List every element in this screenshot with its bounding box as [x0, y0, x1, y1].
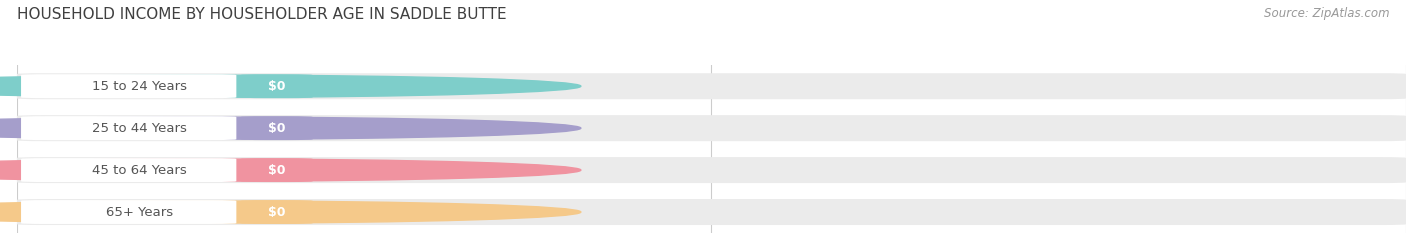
Text: $0: $0 [269, 80, 285, 93]
FancyBboxPatch shape [17, 115, 1406, 141]
Text: 15 to 24 Years: 15 to 24 Years [93, 80, 187, 93]
FancyBboxPatch shape [21, 74, 236, 98]
FancyBboxPatch shape [240, 158, 312, 182]
FancyBboxPatch shape [240, 116, 312, 140]
Text: $0: $0 [269, 164, 285, 177]
FancyBboxPatch shape [240, 74, 312, 98]
FancyBboxPatch shape [240, 200, 312, 224]
FancyBboxPatch shape [17, 73, 1406, 99]
Text: $0: $0 [269, 206, 285, 219]
FancyBboxPatch shape [21, 116, 236, 140]
Circle shape [0, 201, 581, 223]
Text: 45 to 64 Years: 45 to 64 Years [93, 164, 187, 177]
FancyBboxPatch shape [21, 158, 236, 182]
FancyBboxPatch shape [17, 199, 1406, 225]
Text: 65+ Years: 65+ Years [107, 206, 173, 219]
Circle shape [0, 159, 581, 181]
Circle shape [0, 75, 581, 97]
Text: HOUSEHOLD INCOME BY HOUSEHOLDER AGE IN SADDLE BUTTE: HOUSEHOLD INCOME BY HOUSEHOLDER AGE IN S… [17, 7, 506, 22]
Text: $0: $0 [269, 122, 285, 135]
Text: Source: ZipAtlas.com: Source: ZipAtlas.com [1264, 7, 1389, 20]
FancyBboxPatch shape [17, 157, 1406, 183]
Circle shape [0, 117, 581, 139]
FancyBboxPatch shape [21, 200, 236, 224]
Text: 25 to 44 Years: 25 to 44 Years [93, 122, 187, 135]
